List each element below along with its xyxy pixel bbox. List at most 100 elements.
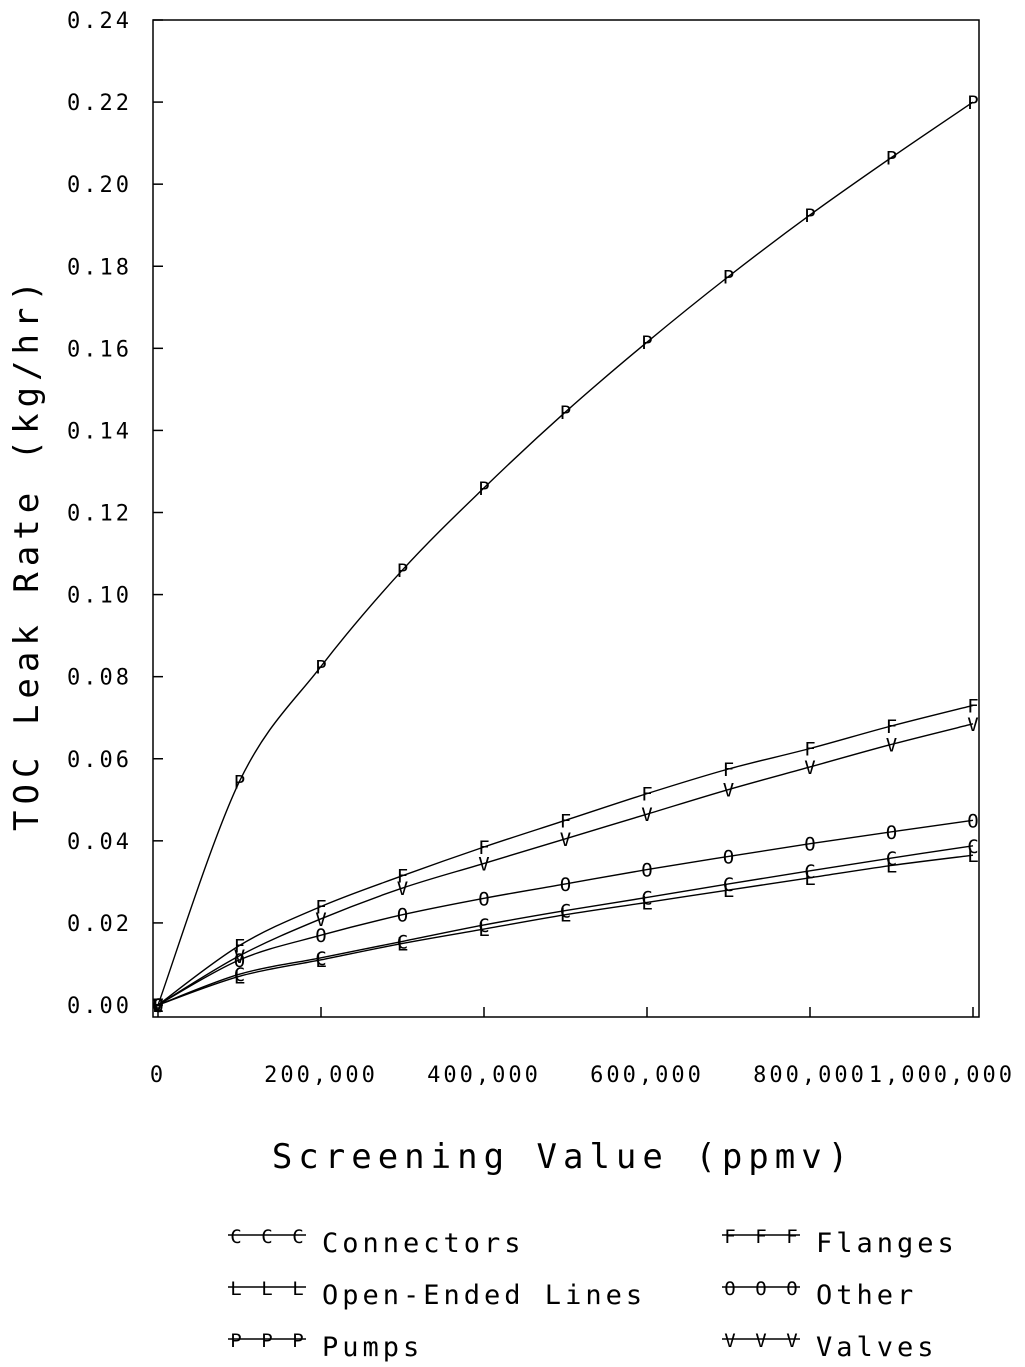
data-point-marker: O — [804, 834, 815, 856]
data-point-marker: V — [234, 946, 245, 968]
data-point-marker: P — [804, 205, 815, 227]
data-point-marker: O — [315, 925, 326, 947]
data-point-marker: P — [641, 332, 652, 354]
data-point-marker: O — [234, 950, 245, 972]
x-tick-label: 800,000 — [753, 1063, 867, 1088]
data-point-marker: O — [886, 822, 897, 844]
legend-marker: O — [755, 1278, 766, 1300]
data-point-marker: V — [315, 909, 326, 931]
legend-marker: C — [261, 1226, 272, 1248]
legend-label: Other — [816, 1280, 917, 1311]
legend-marker: F — [755, 1226, 766, 1248]
data-point-marker: P — [478, 478, 489, 500]
data-point-marker: L — [397, 933, 408, 955]
x-tick-label: 0 — [150, 1063, 166, 1088]
data-point-marker: L — [723, 880, 734, 902]
data-point-marker: V — [397, 878, 408, 900]
series-valves: V V V V V V V V V V V — [152, 714, 978, 1017]
y-axis-title: TOC Leak Rate (kg/hr) — [7, 275, 47, 831]
legend-marker: O — [786, 1278, 797, 1300]
data-point-marker: P — [397, 560, 408, 582]
series-flanges: F F F F F F F F F F F — [152, 695, 978, 1017]
y-tick-label: 0.04 — [67, 830, 132, 855]
data-point-marker: P — [152, 995, 163, 1017]
legend-marker: P — [292, 1330, 303, 1352]
data-point-marker: C — [397, 931, 408, 953]
legend-marker: P — [230, 1330, 241, 1352]
x-axis: 0 200,000 400,000 600,000 800,000 1,000,000 — [150, 1007, 1012, 1088]
y-tick-label: 0.14 — [67, 419, 132, 444]
legend-marker: L — [292, 1278, 303, 1300]
legend-marker: C — [292, 1226, 303, 1248]
data-point-marker: F — [967, 695, 978, 717]
data-point-marker: O — [397, 905, 408, 927]
data-point-marker: V — [478, 853, 489, 875]
legend-item: L L L Open-Ended Lines — [228, 1278, 646, 1311]
data-point-marker: L — [478, 919, 489, 941]
data-point-marker: C — [478, 915, 489, 937]
x-tick-label: 600,000 — [590, 1063, 704, 1088]
y-tick-label: 0.20 — [67, 173, 132, 198]
data-point-marker: C — [315, 948, 326, 970]
legend-marker: V — [724, 1330, 735, 1352]
data-point-marker: P — [560, 402, 571, 424]
legend-item: P P P Pumps — [228, 1330, 423, 1363]
data-point-marker: L — [315, 950, 326, 972]
data-point-marker: O — [723, 846, 734, 868]
legend-marker: O — [724, 1278, 735, 1300]
legend-marker: L — [261, 1278, 272, 1300]
plot-frame — [152, 19, 980, 1018]
x-tick-label: 200,000 — [264, 1063, 378, 1088]
series-line — [157, 704, 974, 1006]
legend-item: F F F Flanges — [722, 1226, 958, 1259]
data-point-marker: V — [967, 714, 978, 736]
series-line — [157, 854, 974, 1006]
data-point-marker: F — [397, 866, 408, 888]
data-point-marker: C — [886, 848, 897, 870]
data-point-marker: C — [234, 964, 245, 986]
data-point-marker: O — [641, 860, 652, 882]
data-point-marker: F — [723, 759, 734, 781]
series-pumps: P P P P P P P P P P P — [152, 92, 978, 1017]
legend-marker: L — [230, 1278, 241, 1300]
legend-item: O O O Other — [722, 1278, 917, 1311]
data-point-marker: L — [641, 892, 652, 914]
data-point-marker: F — [641, 784, 652, 806]
data-point-marker: V — [641, 804, 652, 826]
y-tick-label: 0.00 — [67, 994, 132, 1019]
legend-marker: P — [261, 1330, 272, 1352]
series-line — [157, 101, 974, 1006]
series-open-ended-lines: L L L L L L L L L L L — [152, 845, 978, 1017]
y-tick-label: 0.10 — [67, 584, 132, 609]
data-point-marker: L — [804, 868, 815, 890]
data-point-marker: F — [234, 935, 245, 957]
data-point-marker: V — [152, 995, 163, 1017]
data-point-marker: V — [886, 734, 897, 756]
data-point-marker: F — [804, 738, 815, 760]
series-line — [157, 723, 974, 1006]
series-line — [157, 819, 974, 1006]
x-tick-label: 400,000 — [427, 1063, 541, 1088]
data-point-marker: C — [152, 995, 163, 1017]
legend-label: Flanges — [816, 1228, 958, 1259]
legend-label: Open-Ended Lines — [322, 1280, 646, 1311]
y-tick-label: 0.18 — [67, 255, 132, 280]
data-point-marker: F — [560, 810, 571, 832]
data-point-marker: P — [967, 92, 978, 114]
data-point-marker: O — [478, 888, 489, 910]
data-point-marker: F — [478, 837, 489, 859]
series-line — [157, 845, 974, 1006]
series-other: O O O O O O O O O O O — [152, 810, 978, 1017]
legend-label: Pumps — [322, 1332, 423, 1362]
data-point-marker: L — [234, 966, 245, 988]
x-axis-title: Screening Value (ppmv) — [272, 1137, 854, 1177]
y-tick-label: 0.02 — [67, 912, 132, 937]
data-point-marker: C — [967, 836, 978, 858]
data-point-marker: L — [886, 855, 897, 877]
data-point-marker: C — [804, 861, 815, 883]
y-tick-label: 0.24 — [67, 9, 132, 34]
legend-marker: F — [786, 1226, 797, 1248]
